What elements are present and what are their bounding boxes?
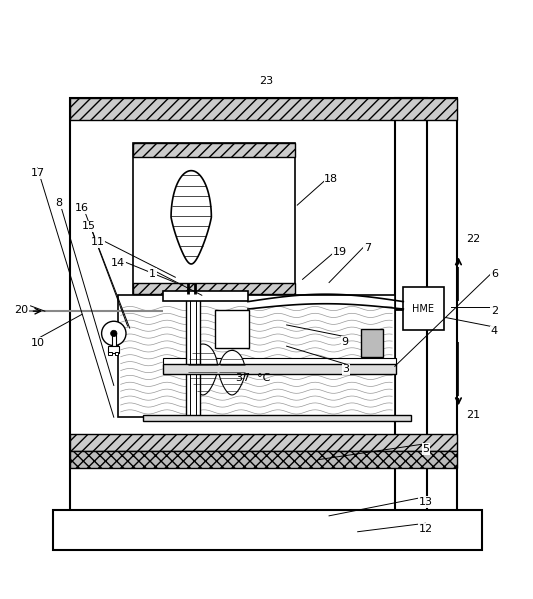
Text: 17: 17 [30,168,45,179]
Text: 10: 10 [30,338,44,348]
Text: 37  °C: 37 °C [236,373,270,383]
Text: 3: 3 [343,364,350,374]
Text: 14: 14 [111,258,125,268]
Bar [109,346,119,353]
Text: 20: 20 [14,305,29,315]
Text: 8: 8 [55,198,62,208]
Bar [70,434,457,450]
Text: 11: 11 [91,237,105,247]
Bar [163,358,397,366]
Circle shape [111,330,117,337]
Bar [53,510,482,550]
Polygon shape [188,344,217,395]
Bar [133,143,295,294]
Text: 5: 5 [422,444,429,454]
Bar [163,291,248,301]
Text: 9: 9 [342,337,349,347]
Text: 4: 4 [491,326,498,336]
Text: 19: 19 [333,247,347,257]
Bar [215,310,249,348]
Text: 13: 13 [418,497,433,507]
Bar [143,415,411,422]
Circle shape [102,321,126,346]
Bar [109,352,112,355]
Bar [112,334,116,346]
Bar [70,98,457,120]
Text: 16: 16 [75,203,89,213]
Bar [70,450,457,468]
Bar [163,364,397,374]
Text: 21: 21 [466,410,480,420]
Bar [115,352,118,355]
Text: 12: 12 [418,524,433,534]
Text: 15: 15 [82,221,96,231]
Bar [70,98,457,533]
Bar [403,287,443,330]
Text: 22: 22 [466,234,480,244]
Bar [395,98,426,533]
Text: 6: 6 [491,269,498,279]
Bar [118,295,395,418]
Bar [133,283,295,294]
Text: HME: HME [413,304,434,313]
Bar [361,329,383,357]
Text: 18: 18 [324,174,338,184]
Text: 1: 1 [149,269,156,279]
Text: 7: 7 [364,243,371,253]
Bar [133,143,295,158]
Text: 23: 23 [260,76,273,86]
Bar [186,292,200,418]
Polygon shape [219,350,245,395]
Text: 2: 2 [491,306,498,316]
Polygon shape [171,171,212,264]
